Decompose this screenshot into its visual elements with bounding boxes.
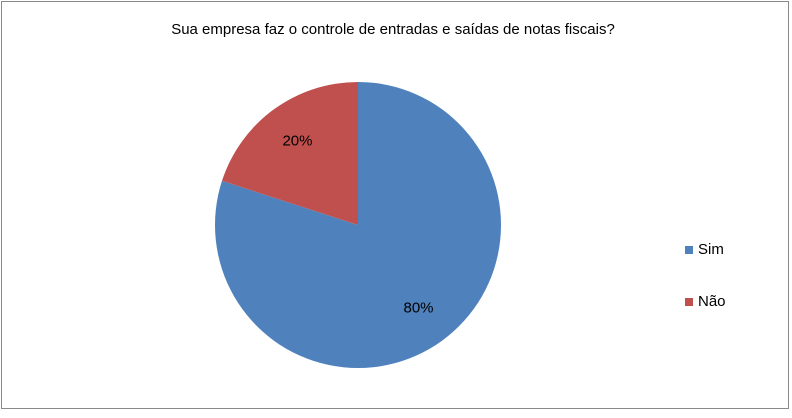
legend-swatch [685,298,693,306]
legend-swatch [685,246,693,254]
data-label: 20% [282,133,312,150]
data-label: 80% [404,299,434,316]
chart-title: Sua empresa faz o controle de entradas e… [171,21,615,38]
legend-label: Sim [698,241,724,258]
legend-label: Não [698,293,726,310]
pie-slice [221,82,358,225]
